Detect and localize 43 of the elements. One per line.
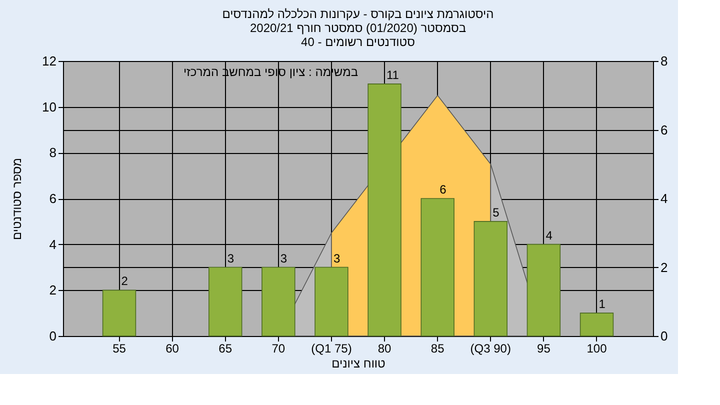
bar xyxy=(314,266,348,336)
data-label: 1 xyxy=(598,297,606,312)
x-axis-title: טווח ציונים xyxy=(332,356,386,370)
bar xyxy=(208,266,242,336)
y2-tick-label: 0 xyxy=(660,328,668,344)
y-tick-label: 6 xyxy=(49,191,56,206)
data-label: 3 xyxy=(227,251,234,266)
y2-tick-label: 6 xyxy=(660,122,668,138)
data-label: 3 xyxy=(280,251,288,266)
bar xyxy=(474,221,508,336)
bar xyxy=(580,312,614,336)
y-tick-label: 4 xyxy=(49,236,56,252)
x-tick-label: 65 xyxy=(218,342,232,356)
data-label: 4 xyxy=(546,228,553,242)
x-tick-label: (Q1 75) xyxy=(311,342,352,356)
y-tick-label: 2 xyxy=(49,282,56,298)
x-tick-label: 55 xyxy=(112,342,126,356)
bar xyxy=(102,290,136,336)
data-label: 5 xyxy=(492,205,500,220)
x-tick-label: 60 xyxy=(166,342,180,356)
data-label: 6 xyxy=(440,182,447,196)
data-label: 2 xyxy=(121,274,128,288)
y-tick-label: 12 xyxy=(42,54,56,68)
data-label: 3 xyxy=(333,251,340,266)
y-tick-label: 0 xyxy=(49,328,56,344)
y-tick-label: 8 xyxy=(49,145,56,160)
x-tick-label: (Q3 90) xyxy=(470,342,511,356)
x-tick-label: 95 xyxy=(537,342,551,356)
y2-tick-label: 8 xyxy=(660,54,668,68)
y2-tick-label: 4 xyxy=(660,191,668,206)
y-tick-label: 10 xyxy=(42,99,56,114)
x-tick-label: 85 xyxy=(430,342,445,356)
data-label: 11 xyxy=(386,68,400,82)
x-tick-label: 80 xyxy=(378,342,392,356)
bar xyxy=(526,244,561,336)
bar xyxy=(420,198,454,336)
chart-title: היסטוגרמת ציונים בקורס - עקרונות הכלכלה למהנדסים בסמסטר (01/2020) סמסטר חורף 2020/21 סטודנטים רשומים - 40 xyxy=(222,7,494,49)
y2-tick-label: 2 xyxy=(660,260,668,275)
bar xyxy=(262,266,296,336)
x-tick-label: 70 xyxy=(272,342,286,356)
y-axis-title: מספר סטודנטים xyxy=(10,158,24,240)
bar xyxy=(368,84,402,336)
x-tick-label: 100 xyxy=(586,342,608,356)
